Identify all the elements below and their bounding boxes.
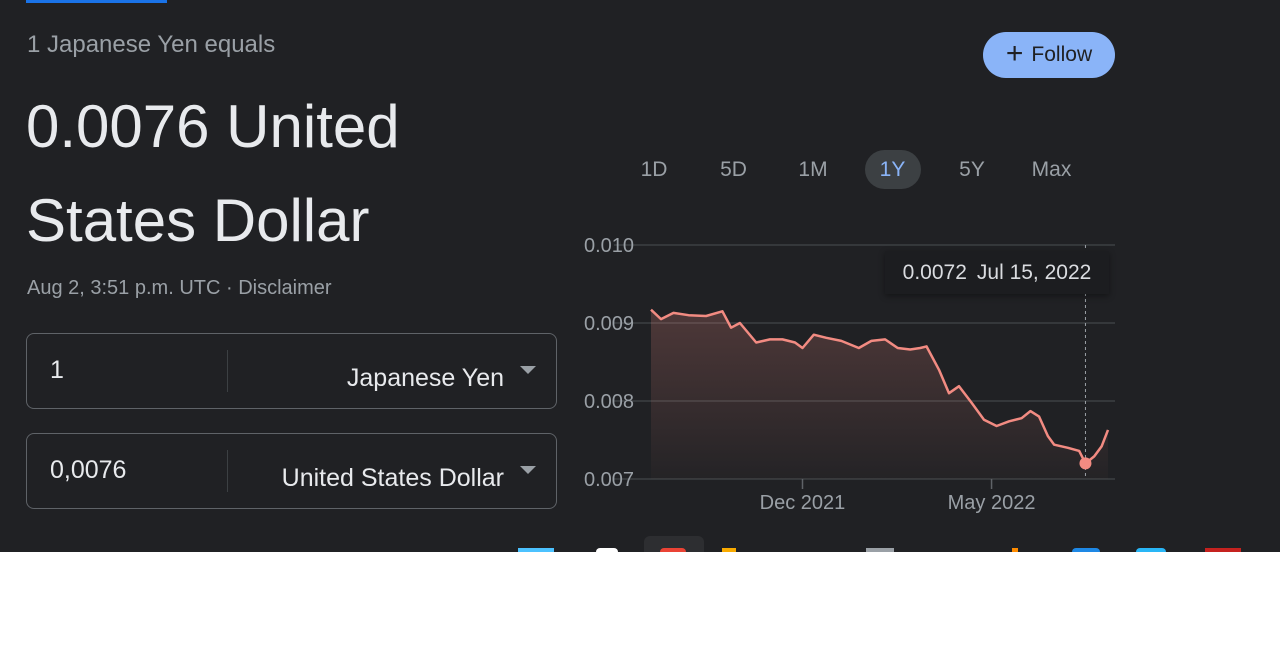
timestamp-line: Aug 2, 3:51 p.m. UTC · Disclaimer xyxy=(27,277,332,300)
x-tick-label: Dec 2021 xyxy=(760,492,846,514)
active-tab-indicator xyxy=(26,0,167,3)
chevron-down-icon[interactable] xyxy=(520,366,536,374)
to-currency-field: 0,0076 United States Dollar xyxy=(26,433,557,509)
to-currency-select[interactable]: United States Dollar xyxy=(281,464,504,492)
app-icon[interactable] xyxy=(1205,548,1241,552)
tooltip-value: 0.0072 xyxy=(902,260,967,284)
edge-icon[interactable] xyxy=(1072,548,1100,552)
range-5y[interactable]: 5Y xyxy=(959,157,985,181)
range-1d[interactable]: 1D xyxy=(640,157,668,181)
result-line-1: 0.0076 United xyxy=(26,93,400,160)
range-tabs: 1D 5D 1M 1Y 5Y Max xyxy=(626,150,1103,189)
y-tick-label: 0.008 xyxy=(584,391,634,413)
from-currency-field: 1 Japanese Yen xyxy=(26,333,557,409)
from-amount-input[interactable]: 1 xyxy=(50,356,64,384)
range-1y[interactable]: 1Y xyxy=(864,150,921,189)
windows-start-icon[interactable] xyxy=(518,548,554,552)
app-icon[interactable] xyxy=(866,548,894,552)
search-icon[interactable] xyxy=(596,548,618,552)
chart-tooltip: 0.0072 Jul 15, 2022 xyxy=(885,251,1109,294)
rate-line xyxy=(650,308,1110,465)
exchange-rate-chart[interactable]: 0.010 0.009 0.008 0.007 Dec 2021 May 2022 xyxy=(0,0,1280,552)
app-icon[interactable] xyxy=(1012,548,1018,552)
hover-point xyxy=(1079,457,1092,470)
from-currency-select[interactable]: Japanese Yen xyxy=(346,364,504,392)
disclaimer-link[interactable]: Disclaimer xyxy=(238,277,332,299)
result-line-2: States Dollar xyxy=(26,187,370,254)
follow-label: Follow xyxy=(1031,43,1093,66)
y-tick-label: 0.010 xyxy=(584,235,634,257)
divider xyxy=(227,450,228,492)
x-tick-label: May 2022 xyxy=(948,492,1036,514)
y-tick-label: 0.009 xyxy=(584,313,634,335)
file-explorer-icon[interactable] xyxy=(722,548,736,552)
y-tick-label: 0.007 xyxy=(584,469,634,491)
to-amount-input[interactable]: 0,0076 xyxy=(50,456,127,484)
conversion-result: 0.0076 United States Dollar xyxy=(26,80,446,268)
app-icon[interactable] xyxy=(1136,548,1166,552)
area-fill xyxy=(651,309,1108,479)
range-1m[interactable]: 1M xyxy=(798,157,828,181)
divider xyxy=(227,350,228,392)
tooltip-date: Jul 15, 2022 xyxy=(976,260,1092,284)
chrome-icon[interactable] xyxy=(660,548,686,552)
conversion-subtitle: 1 Japanese Yen equals xyxy=(27,31,276,58)
range-max[interactable]: Max xyxy=(1031,157,1072,181)
chrome-taskbar-button[interactable] xyxy=(644,536,704,552)
separator: · xyxy=(225,277,233,299)
timestamp: Aug 2, 3:51 p.m. UTC xyxy=(27,277,221,299)
follow-button[interactable]: + Follow xyxy=(983,32,1115,78)
range-5d[interactable]: 5D xyxy=(720,157,747,181)
plus-icon: + xyxy=(1005,36,1024,70)
currency-converter-panel: 1 Japanese Yen equals 0.0076 United Stat… xyxy=(0,0,1280,552)
chevron-down-icon[interactable] xyxy=(520,466,536,474)
